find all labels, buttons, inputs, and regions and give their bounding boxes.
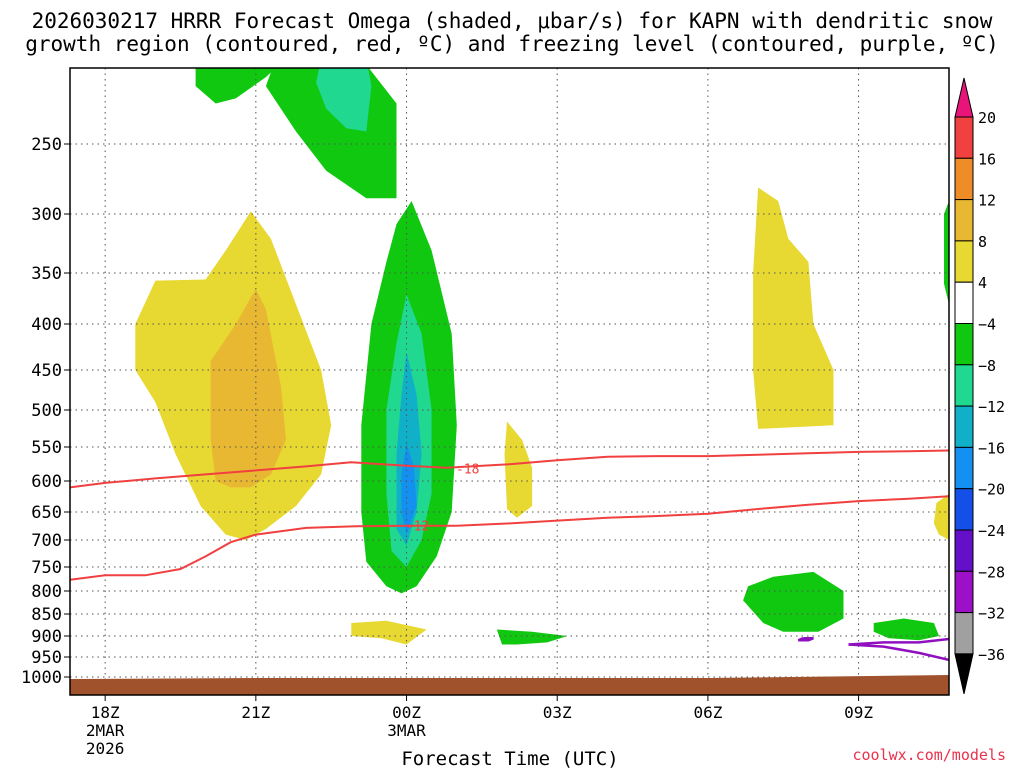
credit-text: coolwx.com/models [852, 746, 1006, 764]
colorbar-label-12: 12 [978, 192, 996, 210]
colorbar-segment-5 [954, 323, 974, 366]
plot-frame [69, 67, 950, 696]
colorbar-segment-10 [954, 529, 974, 572]
omega-region-5 [507, 58, 597, 68]
y-tick-label-350: 350 [31, 264, 62, 284]
colorbar-label--8: −8 [978, 357, 996, 375]
colorbar-segment-11 [954, 570, 974, 614]
dgz-contour--18 [70, 449, 949, 489]
omega-region-2 [195, 68, 276, 104]
y-tick-label-550: 550 [31, 438, 62, 458]
colorbar-label--16: −16 [978, 439, 1005, 457]
omega-region-16 [933, 493, 949, 540]
y-tick-label-500: 500 [31, 401, 62, 421]
x-tick-label-00Z: 00Z [392, 703, 421, 722]
y-tick-label-700: 700 [31, 531, 62, 551]
omega-region-11 [753, 187, 834, 429]
colorbar-label--24: −24 [978, 522, 1005, 540]
y-tick-label-250: 250 [31, 135, 62, 155]
omega-region-4 [316, 68, 372, 132]
x-tick-label-06Z: 06Z [693, 703, 722, 722]
colorbar-segment-1 [954, 157, 974, 201]
y-tick-label-400: 400 [31, 315, 62, 335]
y-tick-label-650: 650 [31, 503, 62, 523]
y-tick-label-450: 450 [31, 361, 62, 381]
freezing-level-0 [797, 636, 814, 642]
x-tick-sublabel: 3MAR [387, 721, 426, 740]
colorbar-label-16: 16 [978, 150, 996, 168]
omega-region-14 [743, 571, 844, 632]
x-tick-label-09Z: 09Z [844, 703, 873, 722]
x-tick-sublabel: 2MAR [86, 721, 125, 740]
colorbar-segment-0 [954, 116, 974, 159]
colorbar-label--12: −12 [978, 398, 1005, 416]
y-tick-label-750: 750 [31, 558, 62, 578]
chart-title-line1: 2026030217 HRRR Forecast Omega (shaded, … [31, 9, 993, 33]
x-tick-label-03Z: 03Z [543, 703, 572, 722]
colorbar-segment-3 [954, 240, 974, 283]
terrain-fill [70, 675, 949, 695]
omega-region-10 [504, 421, 533, 518]
colorbar-label-4: 4 [978, 274, 987, 292]
omega-region-1 [210, 289, 286, 488]
y-tick-label-900: 900 [31, 627, 62, 647]
colorbar-label--20: −20 [978, 481, 1005, 499]
omega-region-17 [944, 201, 949, 305]
colorbar-label--4: −4 [978, 316, 996, 334]
omega-region-13 [496, 629, 568, 645]
colorbar-bottom-triangle [954, 653, 974, 695]
omega-region-15 [873, 618, 939, 641]
colorbar-top-triangle [954, 77, 974, 118]
omega-region-12 [351, 620, 427, 645]
colorbar-segment-2 [954, 199, 974, 242]
colorbar-segment-7 [954, 405, 974, 448]
freezing-level-2 [848, 643, 949, 662]
colorbar-segment-9 [954, 488, 974, 531]
y-tick-label-800: 800 [31, 582, 62, 602]
colorbar-label-8: 8 [978, 233, 987, 251]
dgz-contour-label: -12 [406, 520, 429, 535]
colorbar-label-20: 20 [978, 109, 996, 127]
colorbar-label--36: −36 [978, 646, 1005, 664]
x-tick-label-18Z: 18Z [91, 703, 120, 722]
chart-title-line2: growth region (contoured, red, ºC) and f… [25, 32, 999, 56]
y-tick-label-1000: 1000 [21, 668, 62, 688]
x-tick-sublabel: 2026 [86, 739, 125, 758]
y-tick-label-950: 950 [31, 648, 62, 668]
y-tick-label-600: 600 [31, 472, 62, 492]
colorbar-segment-4 [954, 281, 974, 325]
y-tick-label-300: 300 [31, 205, 62, 225]
y-tick-label-850: 850 [31, 605, 62, 625]
x-axis-label: Forecast Time (UTC) [401, 748, 618, 768]
freezing-level-1 [848, 637, 949, 646]
colorbar-label--28: −28 [978, 563, 1005, 581]
colorbar-label--32: −32 [978, 605, 1005, 623]
colorbar-segment-12 [954, 612, 974, 655]
dgz-contour--12 [70, 495, 949, 581]
dgz-contour-label: -18 [456, 462, 479, 477]
colorbar-segment-8 [954, 446, 974, 490]
colorbar-segment-6 [954, 364, 974, 407]
x-tick-label-21Z: 21Z [241, 703, 270, 722]
